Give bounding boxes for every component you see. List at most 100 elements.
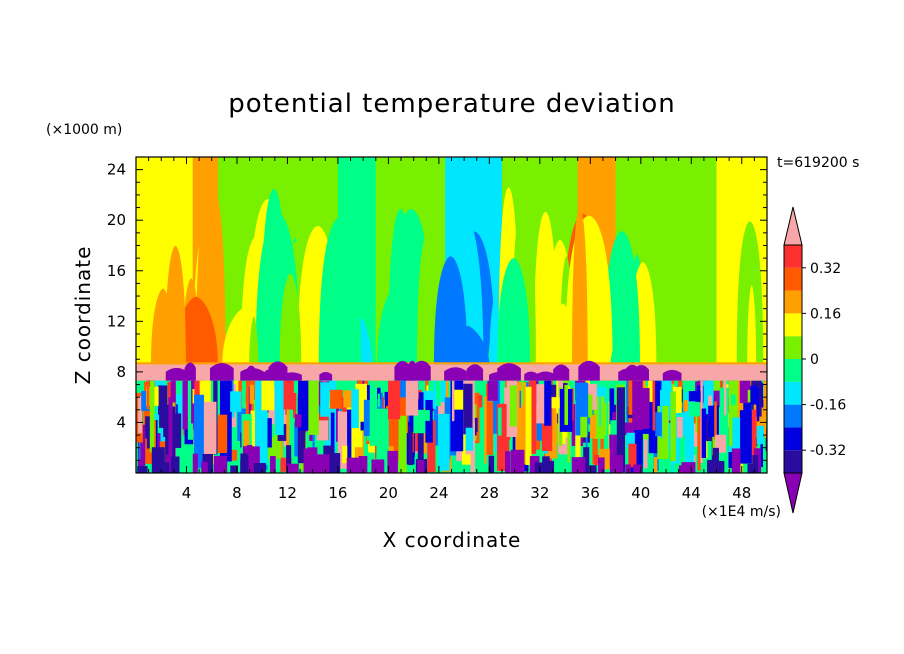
turbulent-cell bbox=[387, 380, 401, 420]
surface-cell bbox=[371, 459, 385, 473]
surface-cell bbox=[253, 463, 266, 473]
inversion-bubble bbox=[412, 360, 431, 381]
turbulent-cell bbox=[174, 394, 184, 424]
turbulent-cell bbox=[528, 380, 537, 454]
inversion-bubble bbox=[394, 360, 411, 381]
surface-cell bbox=[167, 456, 180, 473]
turbulent-cell bbox=[519, 390, 522, 408]
turbulent-cell bbox=[484, 396, 487, 464]
turbulent-cell bbox=[648, 380, 653, 402]
turbulent-cell bbox=[525, 386, 532, 466]
turbulent-cell bbox=[293, 392, 297, 418]
field-plume bbox=[318, 217, 362, 365]
y-tick-label: 20 bbox=[107, 211, 126, 229]
surface-cell bbox=[625, 464, 631, 473]
surface-cell bbox=[718, 461, 725, 473]
turbulent-cell bbox=[324, 380, 337, 458]
turbulent-cell bbox=[217, 414, 228, 453]
turbulent-cell bbox=[599, 383, 601, 427]
surface-cell bbox=[230, 465, 238, 473]
x-tick-label: 32 bbox=[530, 484, 549, 502]
inversion-layer bbox=[136, 360, 767, 381]
y-tick-label: 4 bbox=[116, 413, 126, 431]
turbulent-cell bbox=[351, 389, 359, 428]
inversion-bubble bbox=[536, 371, 556, 381]
turbulent-cell bbox=[398, 415, 407, 473]
surface-cell bbox=[589, 465, 597, 473]
turbulent-cell bbox=[354, 425, 358, 437]
field-plume bbox=[497, 258, 531, 365]
turbulent-cell bbox=[609, 388, 615, 425]
y-axis-label: Z coordinate bbox=[71, 246, 95, 385]
colorbar-label: 0.16 bbox=[810, 306, 841, 322]
turbulent-cell bbox=[626, 432, 635, 449]
turbulent-cell bbox=[187, 380, 193, 440]
turbulent-cell bbox=[436, 383, 447, 424]
colorbar-swatch bbox=[784, 427, 802, 451]
inversion-bubble bbox=[282, 372, 302, 381]
surface-cell bbox=[529, 456, 540, 473]
turbulent-cell bbox=[485, 383, 494, 455]
turbulent-cell bbox=[689, 401, 700, 417]
turbulent-cell bbox=[465, 427, 474, 451]
colorbar-swatch bbox=[784, 381, 802, 405]
turbulent-cell bbox=[141, 390, 152, 411]
turbulent-cell bbox=[730, 394, 736, 405]
field-plume bbox=[433, 256, 468, 365]
turbulent-cell bbox=[463, 383, 473, 435]
turbulent-cell bbox=[515, 382, 527, 465]
turbulent-cell bbox=[756, 388, 760, 422]
inversion-bubble bbox=[209, 362, 234, 381]
surface-cell bbox=[633, 464, 643, 473]
field-plume bbox=[279, 273, 302, 365]
turbulent-cell bbox=[684, 400, 689, 412]
turbulent-cell bbox=[599, 402, 607, 436]
turbulent-cell bbox=[763, 380, 767, 418]
surface-cell bbox=[307, 447, 318, 473]
field-plume bbox=[572, 206, 588, 365]
surface-cell bbox=[681, 462, 696, 473]
x-tick-label: 44 bbox=[682, 484, 701, 502]
colorbar-swatch bbox=[784, 267, 802, 291]
surface-cell bbox=[213, 455, 228, 473]
colorbar-swatch bbox=[784, 290, 802, 314]
surface-cell bbox=[247, 445, 253, 473]
turbulent-cell bbox=[660, 380, 672, 421]
turbulent-cell bbox=[138, 396, 143, 434]
y-unit-label: (×1000 m) bbox=[46, 122, 122, 138]
surface-cell bbox=[534, 462, 547, 473]
turbulent-cell bbox=[756, 425, 764, 445]
surface-cell bbox=[712, 447, 719, 473]
surface-cell bbox=[286, 445, 292, 473]
turbulent-cell bbox=[498, 407, 502, 436]
field-plume bbox=[165, 245, 186, 365]
surface-cell bbox=[609, 455, 624, 473]
surface-cell bbox=[137, 466, 148, 473]
chart-title: potential temperature deviation bbox=[228, 89, 675, 119]
turbulent-cell bbox=[294, 414, 302, 428]
inversion-bubble bbox=[444, 367, 467, 381]
turbulent-cell bbox=[544, 380, 552, 426]
turbulent-cell bbox=[600, 432, 604, 451]
turbulent-cell bbox=[655, 412, 662, 437]
x-tick-label: 12 bbox=[278, 484, 297, 502]
colorbar-extend-bottom bbox=[783, 472, 803, 514]
turbulent-cell bbox=[175, 413, 182, 448]
turbulent-cell bbox=[308, 380, 319, 435]
turbulent-cell bbox=[593, 396, 605, 439]
turbulent-cell bbox=[294, 422, 300, 457]
turbulent-cell bbox=[405, 380, 419, 416]
turbulent-cell bbox=[146, 380, 150, 410]
turbulent-cell bbox=[419, 410, 430, 421]
turbulent-cell bbox=[181, 384, 184, 428]
turbulent-cell bbox=[701, 408, 707, 459]
turbulent-cell bbox=[286, 381, 290, 449]
turbulent-cell bbox=[732, 417, 741, 472]
turbulent-cell bbox=[194, 394, 205, 469]
turbulent-cell bbox=[261, 380, 275, 411]
turbulent-cell bbox=[283, 395, 288, 447]
field-plume bbox=[249, 316, 259, 365]
x-axis-label: X coordinate bbox=[383, 528, 522, 552]
turbulent-cell bbox=[342, 445, 348, 464]
turbulent-cell bbox=[439, 380, 446, 403]
